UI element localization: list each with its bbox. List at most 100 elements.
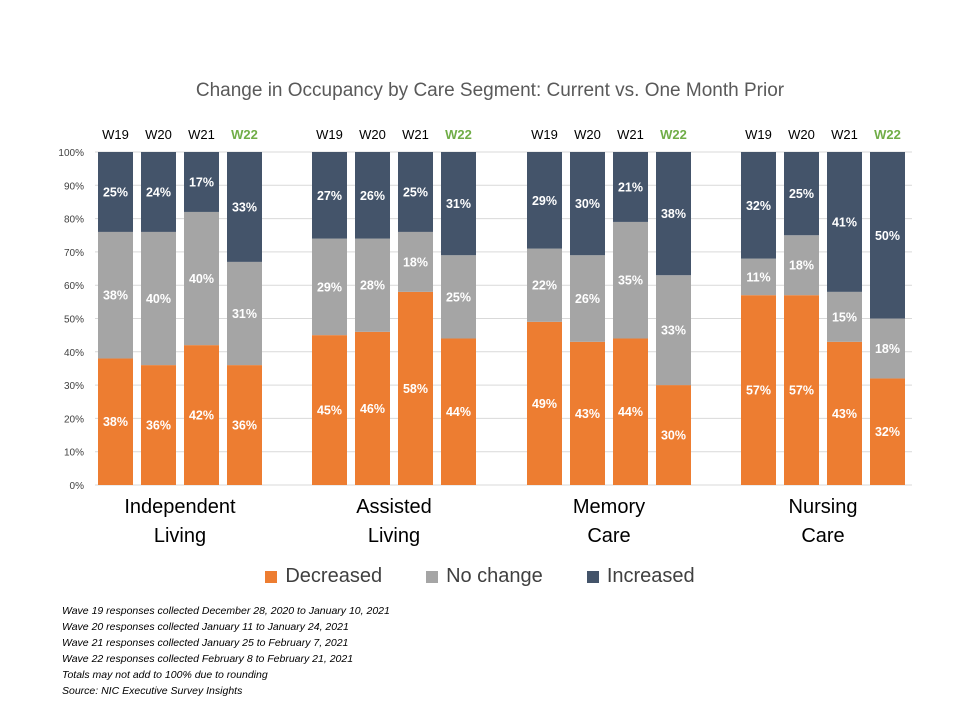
chart-legend: Decreased No change Increased — [0, 565, 960, 588]
bar-segment-no-change — [355, 238, 390, 332]
bar-segment-no-change — [784, 235, 819, 296]
data-label-increased: 24% — [146, 185, 171, 199]
data-label-no-change: 18% — [789, 259, 814, 273]
bar-segment-decreased — [784, 295, 819, 485]
bar-segment-decreased — [312, 335, 347, 485]
category-label: Care — [801, 525, 844, 547]
bar-segment-decreased — [398, 291, 433, 485]
wave-label: W21 — [402, 127, 429, 142]
category-label: Memory — [573, 496, 645, 518]
category-label: Assisted — [356, 496, 432, 518]
data-label-no-change: 28% — [360, 279, 385, 293]
y-tick-label: 0% — [70, 481, 85, 492]
bar-segment-decreased — [355, 331, 390, 485]
data-label-decreased: 36% — [232, 419, 257, 433]
data-label-no-change: 31% — [232, 307, 257, 321]
legend-swatch-no-change — [426, 570, 439, 583]
data-label-no-change: 15% — [832, 310, 857, 324]
data-label-no-change: 25% — [446, 290, 471, 304]
data-label-no-change: 38% — [103, 289, 128, 303]
chart-title: Change in Occupancy by Care Segment: Cur… — [196, 80, 785, 101]
data-label-no-change: 40% — [189, 272, 214, 286]
data-label-increased: 27% — [317, 189, 342, 203]
y-tick-label: 60% — [64, 281, 84, 292]
bar-segment-no-change — [227, 261, 262, 366]
data-label-decreased: 36% — [146, 419, 171, 433]
wave-label: W21 — [617, 127, 644, 142]
data-label-decreased: 30% — [661, 429, 686, 443]
bar-segment-no-change — [398, 231, 433, 292]
bar-segment-increased — [527, 152, 562, 249]
footnote-source: Source: NIC Executive Survey Insights — [62, 685, 243, 697]
wave-label: W22 — [874, 127, 901, 142]
data-label-no-change: 18% — [875, 342, 900, 356]
bar-segment-decreased — [184, 345, 219, 485]
bar-segment-increased — [870, 152, 905, 319]
bar-segment-increased — [741, 152, 776, 259]
bar-segment-increased — [656, 152, 691, 276]
legend-item-decreased: Decreased — [265, 565, 382, 588]
bar-segment-decreased — [741, 295, 776, 485]
wave-label: W19 — [102, 127, 129, 142]
bar-segment-decreased — [527, 321, 562, 485]
legend-label-decreased: Decreased — [285, 565, 383, 587]
y-tick-label: 50% — [64, 315, 84, 326]
stacked-bar-chart: Change in Occupancy by Care Segment: Cur… — [58, 80, 912, 547]
data-label-decreased: 57% — [746, 384, 771, 398]
data-label-increased: 25% — [789, 187, 814, 201]
data-label-increased: 32% — [746, 199, 771, 213]
y-tick-label: 40% — [64, 348, 84, 359]
y-tick-label: 80% — [64, 215, 84, 226]
legend-swatch-increased — [586, 570, 599, 583]
wave-label: W19 — [531, 127, 558, 142]
data-label-decreased: 46% — [360, 402, 385, 416]
bar-segment-no-change — [870, 318, 905, 379]
wave-label: W19 — [316, 127, 343, 142]
y-tick-label: 90% — [64, 181, 84, 192]
bar-segment-decreased — [227, 365, 262, 485]
data-label-no-change: 11% — [746, 270, 770, 284]
category-label: Independent — [124, 496, 236, 518]
bar-segment-no-change — [98, 231, 133, 359]
bar-segment-decreased — [570, 341, 605, 485]
bar-segment-no-change — [141, 231, 176, 366]
data-label-decreased: 43% — [575, 407, 600, 421]
bar-segment-increased — [184, 152, 219, 212]
data-label-no-change: 22% — [532, 279, 557, 293]
data-label-increased: 26% — [360, 189, 385, 203]
data-label-increased: 38% — [661, 207, 686, 221]
bar-segment-increased — [398, 152, 433, 232]
y-tick-label: 70% — [64, 248, 84, 259]
bar-segment-no-change — [656, 275, 691, 386]
bar-segment-no-change — [613, 221, 648, 339]
data-label-no-change: 33% — [661, 324, 686, 338]
data-label-increased: 31% — [446, 197, 471, 211]
y-tick-label: 20% — [64, 414, 84, 425]
data-label-no-change: 18% — [403, 255, 428, 269]
data-label-decreased: 45% — [317, 404, 342, 418]
bar-segment-no-change — [741, 258, 776, 296]
data-label-decreased: 57% — [789, 384, 814, 398]
category-label: Living — [368, 525, 420, 547]
bar-segment-increased — [141, 152, 176, 232]
bar-segment-no-change — [312, 238, 347, 336]
y-tick-label: 100% — [58, 148, 84, 159]
wave-label: W20 — [788, 127, 815, 142]
bar-segment-no-change — [441, 255, 476, 339]
y-tick-label: 10% — [64, 448, 84, 459]
bar-segment-increased — [312, 152, 347, 239]
footnote-wave-19: Wave 19 responses collected December 28,… — [62, 605, 390, 617]
data-label-no-change: 40% — [146, 292, 171, 306]
legend-label-increased: Increased — [606, 565, 695, 587]
bar-segment-decreased — [98, 358, 133, 485]
wave-label: W22 — [660, 127, 687, 142]
data-label-decreased: 49% — [532, 397, 557, 411]
bar-segment-decreased — [656, 385, 691, 485]
bar-segment-increased — [355, 152, 390, 239]
bar-segment-decreased — [827, 341, 862, 485]
legend-swatch-decreased — [265, 570, 278, 583]
wave-label: W20 — [574, 127, 601, 142]
footnote-wave-22: Wave 22 responses collected February 8 t… — [62, 653, 354, 665]
legend-item-increased: Increased — [586, 565, 695, 588]
data-label-no-change: 26% — [575, 292, 600, 306]
